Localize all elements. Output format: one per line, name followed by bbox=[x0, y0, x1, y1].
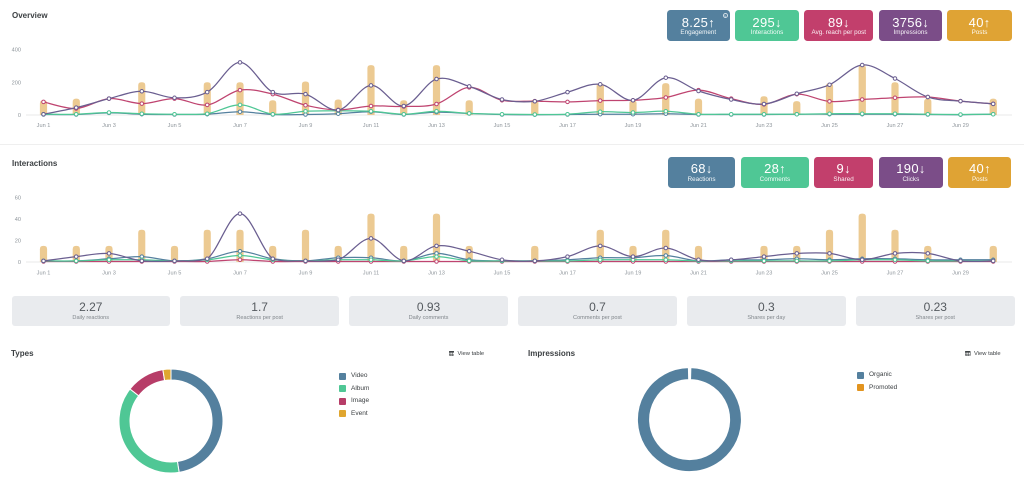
svg-text:Jun 11: Jun 11 bbox=[363, 123, 379, 129]
svg-text:40: 40 bbox=[15, 217, 21, 223]
svg-text:Jun 1: Jun 1 bbox=[37, 271, 51, 277]
svg-text:Jun 9: Jun 9 bbox=[299, 123, 313, 129]
svg-text:Jun 5: Jun 5 bbox=[168, 123, 182, 129]
svg-text:Jun 13: Jun 13 bbox=[428, 271, 445, 277]
svg-text:Jun 19: Jun 19 bbox=[625, 123, 642, 129]
svg-text:0: 0 bbox=[18, 113, 21, 119]
svg-text:Jun 21: Jun 21 bbox=[690, 271, 707, 277]
svg-text:400: 400 bbox=[12, 48, 21, 54]
svg-text:0: 0 bbox=[18, 260, 21, 266]
svg-text:Jun 3: Jun 3 bbox=[102, 123, 116, 129]
svg-text:Jun 17: Jun 17 bbox=[559, 271, 576, 277]
svg-text:Jun 29: Jun 29 bbox=[952, 123, 969, 129]
svg-text:Jun 13: Jun 13 bbox=[428, 123, 445, 129]
svg-text:Jun 27: Jun 27 bbox=[887, 271, 904, 277]
svg-text:Jun 21: Jun 21 bbox=[690, 123, 707, 129]
svg-text:Jun 5: Jun 5 bbox=[168, 271, 182, 277]
svg-text:Jun 9: Jun 9 bbox=[299, 271, 313, 277]
svg-text:60: 60 bbox=[15, 196, 21, 202]
svg-text:Jun 3: Jun 3 bbox=[102, 271, 116, 277]
svg-text:Jun 15: Jun 15 bbox=[494, 271, 511, 277]
svg-text:Jun 7: Jun 7 bbox=[233, 271, 247, 277]
svg-text:Jun 29: Jun 29 bbox=[952, 271, 969, 277]
svg-text:Jun 7: Jun 7 bbox=[233, 123, 247, 129]
svg-text:Jun 23: Jun 23 bbox=[756, 271, 773, 277]
svg-text:20: 20 bbox=[15, 239, 21, 245]
svg-text:Jun 17: Jun 17 bbox=[559, 123, 576, 129]
svg-text:Jun 11: Jun 11 bbox=[363, 271, 379, 277]
svg-text:Jun 25: Jun 25 bbox=[821, 271, 838, 277]
svg-text:Jun 27: Jun 27 bbox=[887, 123, 904, 129]
svg-text:Jun 15: Jun 15 bbox=[494, 123, 511, 129]
svg-text:Jun 1: Jun 1 bbox=[37, 123, 51, 129]
svg-text:200: 200 bbox=[12, 80, 21, 86]
svg-text:Jun 19: Jun 19 bbox=[625, 271, 642, 277]
svg-text:Jun 25: Jun 25 bbox=[821, 123, 838, 129]
svg-text:Jun 23: Jun 23 bbox=[756, 123, 773, 129]
